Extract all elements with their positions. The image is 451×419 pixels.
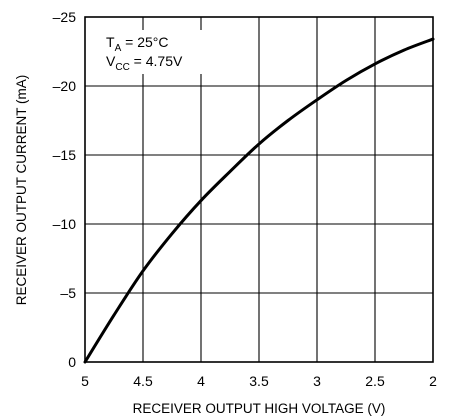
y-tick-label: 0 xyxy=(68,354,76,370)
plot-frame xyxy=(84,16,434,363)
y-tick-label: –10 xyxy=(53,216,77,232)
annotation-box xyxy=(98,30,208,74)
x-tick-label: 2 xyxy=(429,373,437,389)
x-tick-label: 5 xyxy=(81,373,89,389)
y-tick-labels: 0 –5 –10 –15 –20 –25 xyxy=(53,9,77,370)
x-tick-label: 2.5 xyxy=(365,373,385,389)
series-line xyxy=(83,37,435,364)
y-tick-label: –20 xyxy=(53,78,77,94)
y-axis-label: RECEIVER OUTPUT CURRENT (mA) xyxy=(14,75,29,306)
y-tick-label: –15 xyxy=(53,147,77,163)
y-tick-label: –25 xyxy=(53,9,77,25)
y-tick-label: –5 xyxy=(60,285,76,301)
x-tick-label: 4.5 xyxy=(133,373,153,389)
x-tick-label: 4 xyxy=(197,373,205,389)
annotation-supply-voltage: VCC = 4.75V xyxy=(106,53,183,73)
x-tick-label: 3.5 xyxy=(249,373,269,389)
x-axis-label: RECEIVER OUTPUT HIGH VOLTAGE (V) xyxy=(133,401,386,416)
annotation-temperature: TA = 25°C xyxy=(106,34,168,54)
grid xyxy=(85,17,433,362)
x-tick-label: 3 xyxy=(313,373,321,389)
x-tick-labels: 5 4.5 4 3.5 3 2.5 2 xyxy=(81,373,437,389)
